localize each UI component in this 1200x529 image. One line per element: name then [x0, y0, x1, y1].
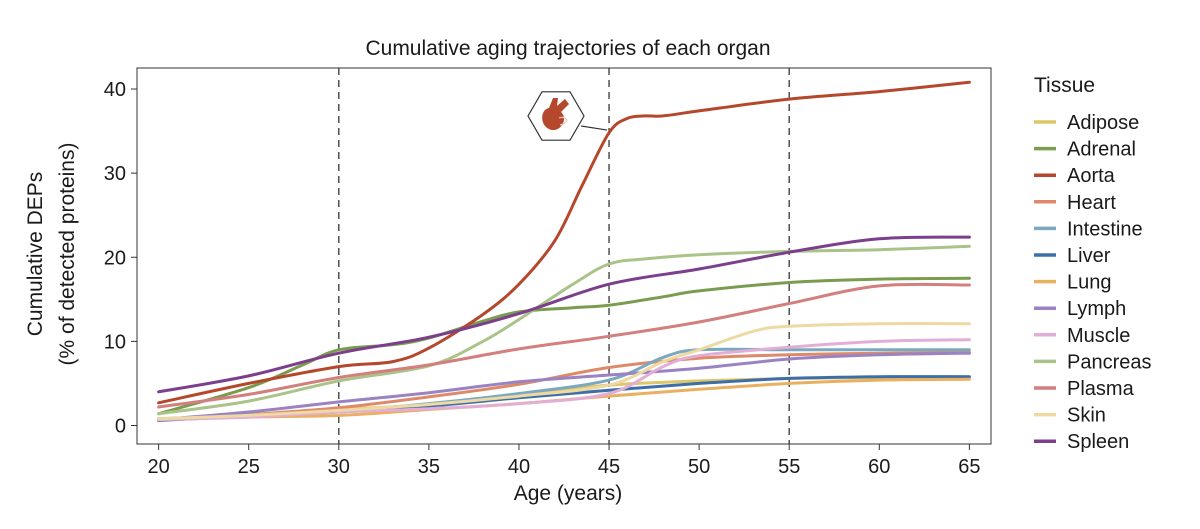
x-tick-label: 25 [238, 456, 260, 478]
legend-label-lymph: Lymph [1067, 298, 1126, 320]
x-tick-label: 50 [688, 456, 710, 478]
annotation-leader-line [581, 125, 608, 131]
legend-label-plasma: Plasma [1067, 378, 1135, 400]
legend-label-pancreas: Pancreas [1067, 351, 1152, 373]
y-axis-label: Cumulative DEPs (% of detected proteins) [24, 143, 79, 366]
y-axis-label-line-1: Cumulative DEPs [24, 172, 47, 337]
heart-shape [542, 98, 569, 131]
legend-label-aorta: Aorta [1067, 165, 1116, 187]
legend-label-spleen: Spleen [1067, 431, 1129, 453]
x-tick-label: 45 [598, 456, 620, 478]
x-tick-label: 20 [147, 456, 169, 478]
series-line-plasma [157, 282, 971, 409]
chart-title: Cumulative aging trajectories of each or… [365, 37, 770, 60]
annotation [527, 91, 608, 141]
legend-label-skin: Skin [1067, 405, 1106, 427]
x-tick-label: 40 [508, 456, 530, 478]
series-line-spleen [157, 235, 971, 394]
y-tick-label: 0 [115, 415, 126, 437]
legend-label-muscle: Muscle [1067, 325, 1130, 347]
series-line-aorta [157, 80, 971, 405]
axes: 20 25 30 35 40 45 50 55 60 65 0 10 20 30 40 [104, 79, 981, 478]
aorta-heart-icon [542, 98, 569, 131]
series-lines [157, 80, 971, 422]
legend-label-liver: Liver [1067, 245, 1111, 267]
x-tick-label: 60 [868, 456, 890, 478]
x-tick-label: 65 [958, 456, 980, 478]
series-line-lymph [157, 351, 971, 422]
y-tick-label: 30 [104, 163, 126, 185]
legend-title: Tissue [1034, 74, 1095, 97]
y-tick-label: 10 [104, 331, 126, 353]
y-tick-label: 40 [104, 79, 126, 101]
legend-label-adrenal: Adrenal [1067, 139, 1136, 161]
legend: Tissue Adipose Adrenal Aorta Heart Intestine… [1034, 74, 1152, 453]
legend-label-heart: Heart [1067, 192, 1116, 214]
series-line-skin [157, 322, 971, 421]
x-axis-label: Age (years) [514, 482, 623, 505]
x-tick-label: 55 [778, 456, 800, 478]
plot-frame [136, 67, 992, 445]
x-tick-label: 30 [328, 456, 350, 478]
legend-label-intestine: Intestine [1067, 218, 1143, 240]
vessel-detail [558, 116, 568, 126]
y-axis-label-line-2: (% of detected proteins) [56, 143, 79, 366]
legend-label-adipose: Adipose [1067, 112, 1139, 134]
y-tick-label: 20 [104, 247, 126, 269]
legend-label-lung: Lung [1067, 272, 1112, 294]
x-tick-label: 35 [418, 456, 440, 478]
